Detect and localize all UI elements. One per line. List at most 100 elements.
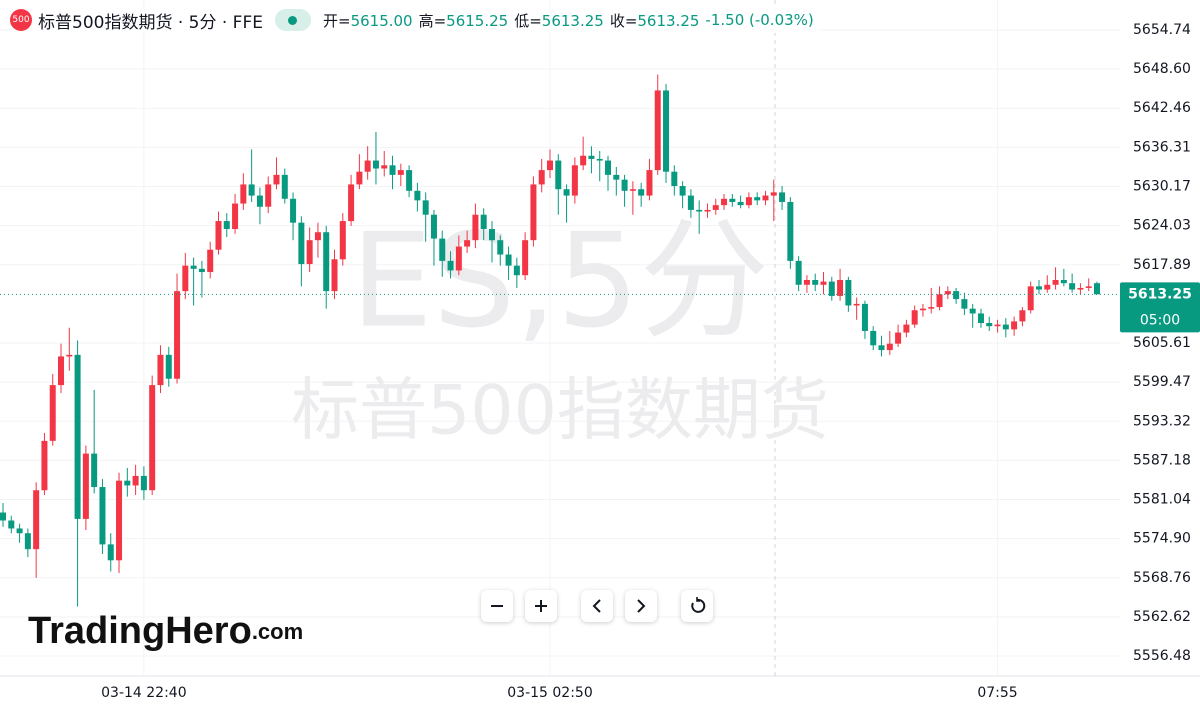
candle — [1085, 278, 1092, 292]
candle — [389, 155, 396, 190]
candle — [903, 319, 910, 338]
candle — [853, 297, 860, 320]
candle-body — [124, 480, 131, 486]
candle — [654, 74, 661, 175]
candle-body — [679, 186, 686, 196]
candle — [339, 213, 346, 266]
candle-body — [563, 189, 570, 196]
candle-body — [215, 221, 222, 250]
candle — [513, 257, 520, 288]
candle-body — [1019, 310, 1026, 322]
last-price-box — [1120, 282, 1200, 333]
candle-body — [1027, 286, 1034, 311]
candle — [1077, 283, 1084, 295]
candle — [174, 273, 181, 384]
candle-body — [99, 487, 106, 545]
candle — [671, 165, 678, 196]
candle-body — [1077, 287, 1084, 290]
x-tick-label: 07:55 — [977, 685, 1017, 701]
candle — [480, 208, 487, 241]
reset-button[interactable] — [681, 590, 713, 622]
candle-body — [82, 453, 89, 519]
candle-body — [1002, 324, 1009, 330]
candle — [563, 184, 570, 223]
ohlc-value: 5613.25 — [541, 11, 604, 30]
candle-body — [712, 205, 719, 210]
candle-body — [944, 291, 951, 295]
candle — [165, 346, 172, 387]
candle-body — [837, 279, 844, 296]
candle — [157, 345, 164, 394]
candle — [530, 176, 537, 247]
y-tick-label: 5599.47 — [1133, 374, 1191, 390]
candle — [803, 275, 810, 293]
x-tick-label: 03-15 02:50 — [507, 685, 592, 701]
candle — [729, 193, 736, 207]
candle-body — [472, 214, 479, 241]
candle — [919, 303, 926, 317]
candle — [207, 241, 214, 279]
status-dot[interactable] — [274, 9, 311, 31]
ohlc-label: 低= — [514, 11, 542, 30]
ohlc-label: 开= — [322, 11, 351, 30]
candle-body — [613, 174, 620, 180]
candle — [99, 479, 106, 554]
candle — [140, 466, 147, 500]
candle — [116, 472, 123, 574]
candle-body — [1094, 283, 1100, 295]
candle-body — [174, 291, 181, 379]
scroll-left-button[interactable] — [581, 590, 613, 622]
candle — [1019, 307, 1026, 327]
candle — [704, 203, 711, 218]
candle-body — [513, 265, 520, 276]
candle-body — [364, 160, 371, 172]
candle — [74, 340, 81, 607]
candle — [497, 235, 504, 266]
candle-body — [314, 232, 321, 241]
candle — [770, 179, 777, 222]
candle-body — [356, 171, 363, 185]
candle — [406, 165, 413, 198]
candle-body — [845, 279, 852, 306]
candle-body — [671, 171, 678, 187]
y-tick-label: 5581.04 — [1133, 492, 1191, 508]
candle — [281, 168, 288, 204]
candle-body — [828, 281, 835, 296]
candle-body — [198, 268, 205, 273]
candle-body — [1069, 283, 1076, 290]
scroll-right-button[interactable] — [625, 590, 657, 622]
candle — [82, 445, 89, 531]
candle — [936, 286, 943, 311]
candle — [555, 154, 562, 215]
y-tick-label: 5648.60 — [1133, 61, 1191, 77]
last-price-label: 5613.25 — [1128, 286, 1192, 302]
candle — [223, 213, 230, 237]
candle-body — [414, 190, 421, 201]
candle-body — [464, 240, 471, 247]
candle-body — [803, 279, 810, 285]
candle — [961, 292, 968, 316]
zoom-in-button[interactable] — [525, 590, 557, 622]
candle — [696, 200, 703, 234]
y-tick-label: 5654.74 — [1133, 22, 1191, 38]
candle-body — [737, 201, 744, 206]
candle — [464, 230, 471, 253]
candle — [621, 174, 628, 207]
candle — [314, 222, 321, 258]
candle-body — [953, 291, 960, 300]
candle — [381, 150, 388, 177]
candle-body — [895, 332, 902, 344]
y-tick-label: 5587.18 — [1133, 452, 1191, 468]
symbol-title: 标普500指数期货 · 5分 · FFE — [38, 12, 263, 33]
candle-body — [49, 385, 56, 441]
candle-body — [256, 195, 263, 207]
candle — [886, 330, 893, 355]
change: -1.50 (-0.03%) — [705, 11, 814, 29]
candle-body — [290, 198, 297, 223]
candle-body — [190, 265, 197, 269]
candle — [820, 272, 827, 295]
zoom-out-button[interactable] — [481, 590, 513, 622]
candle-body — [16, 528, 23, 534]
watermark-subtitle: 标普500指数期货 — [291, 372, 829, 451]
